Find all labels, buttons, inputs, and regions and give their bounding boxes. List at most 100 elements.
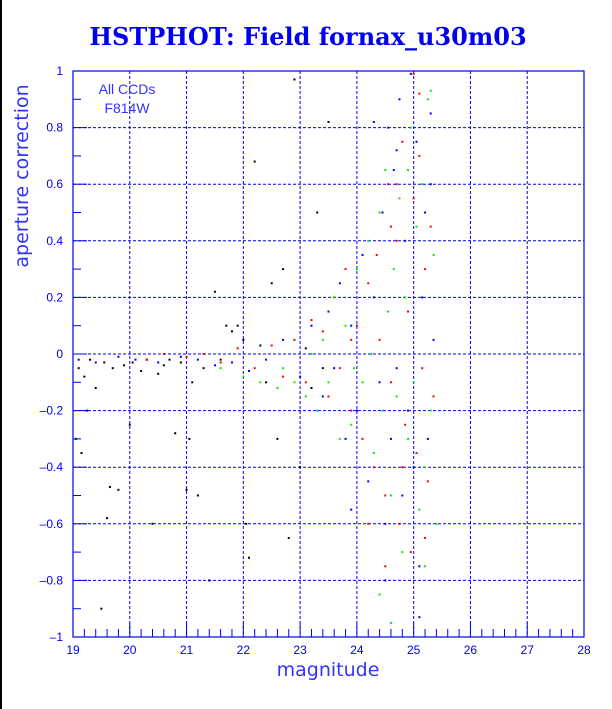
data-point-green xyxy=(338,437,341,440)
y-tick-label: 0.2 xyxy=(46,290,63,304)
data-point-green xyxy=(378,211,381,214)
data-point-green xyxy=(355,268,358,271)
data-point-black xyxy=(270,282,273,285)
data-point-red xyxy=(389,381,392,384)
data-point-black xyxy=(202,367,205,370)
data-point-black xyxy=(245,522,248,525)
data-point-blue xyxy=(395,149,398,152)
chart-title: HSTPHOT: Field fornax_u30m03 xyxy=(89,22,527,51)
data-point-green xyxy=(418,508,421,511)
data-point-blue xyxy=(350,508,353,511)
data-point-blue xyxy=(401,494,404,497)
data-point-blue xyxy=(157,361,160,364)
data-point-green xyxy=(398,197,401,200)
grid-lines xyxy=(73,71,584,637)
data-point-green xyxy=(432,253,435,256)
y-tick-label: 1 xyxy=(56,64,63,78)
data-point-red xyxy=(384,494,387,497)
data-point-red xyxy=(338,367,341,370)
data-point-black xyxy=(316,211,319,214)
data-point-black xyxy=(208,579,211,582)
data-point-black xyxy=(111,367,114,370)
data-point-blue xyxy=(117,355,120,358)
data-point-red xyxy=(406,310,409,313)
data-point-green xyxy=(321,338,324,341)
data-point-blue xyxy=(384,579,387,582)
y-tick-label: 0.8 xyxy=(46,121,63,135)
data-point-black xyxy=(140,369,143,372)
x-axis-label: magnitude xyxy=(277,659,380,681)
x-tick-label: 25 xyxy=(407,643,421,657)
data-point-black xyxy=(106,517,109,520)
data-point-red xyxy=(395,183,398,186)
data-point-green xyxy=(316,409,319,412)
data-point-blue xyxy=(429,112,432,115)
data-point-green xyxy=(429,89,432,92)
x-tick-label: 26 xyxy=(464,643,478,657)
data-point-green xyxy=(415,225,418,228)
data-point-blue xyxy=(395,367,398,370)
data-point-black xyxy=(162,364,165,367)
data-point-red xyxy=(424,268,427,271)
y-tick-label: –0.6 xyxy=(40,517,64,531)
data-point-green xyxy=(424,466,427,469)
y-tick-label: –1 xyxy=(50,630,64,644)
data-point-blue xyxy=(230,361,233,364)
data-point-blue xyxy=(378,381,381,384)
data-point-green xyxy=(333,296,336,299)
y-tick-label: –0.4 xyxy=(40,460,64,474)
data-point-red xyxy=(361,437,364,440)
data-point-red xyxy=(321,330,324,333)
data-point-red xyxy=(389,225,392,228)
data-point-red xyxy=(367,282,370,285)
data-point-blue xyxy=(350,324,353,327)
data-point-black xyxy=(151,522,154,525)
data-point-blue xyxy=(338,282,341,285)
data-point-black xyxy=(327,120,330,123)
data-point-blue xyxy=(404,239,407,242)
data-point-green xyxy=(426,98,429,101)
annotation-filter: F814W xyxy=(104,100,150,116)
data-point-blue xyxy=(265,358,268,361)
data-point-blue xyxy=(213,364,216,367)
data-point-green xyxy=(242,375,245,378)
data-point-green xyxy=(406,437,409,440)
data-point-blue xyxy=(432,338,435,341)
data-point-green xyxy=(304,395,307,398)
data-point-red xyxy=(282,375,285,378)
data-point-red xyxy=(202,353,205,355)
data-point-blue xyxy=(333,367,336,370)
data-point-blue xyxy=(361,253,364,256)
data-point-black xyxy=(157,372,160,375)
data-point-green xyxy=(389,621,392,624)
data-point-black xyxy=(219,358,222,361)
data-point-red xyxy=(355,324,358,327)
data-point-black xyxy=(265,381,268,384)
data-point-red xyxy=(253,367,256,370)
data-point-blue xyxy=(384,522,387,525)
data-point-green xyxy=(276,386,279,389)
data-point-red xyxy=(424,536,427,539)
data-point-red xyxy=(378,338,381,341)
x-tick-label: 24 xyxy=(350,643,364,657)
data-point-green xyxy=(424,565,427,568)
data-point-black xyxy=(242,338,245,341)
data-point-blue xyxy=(418,565,421,568)
data-point-blue xyxy=(310,324,313,327)
y-tick-label: 0 xyxy=(56,347,63,361)
data-point-red xyxy=(401,466,404,469)
data-point-blue xyxy=(421,296,424,299)
data-point-blue xyxy=(412,466,415,469)
data-point-red xyxy=(418,154,421,157)
data-point-blue xyxy=(196,358,199,361)
data-point-blue xyxy=(248,369,251,372)
data-point-black xyxy=(248,556,251,559)
data-point-red xyxy=(350,409,353,412)
data-point-green xyxy=(282,367,285,370)
data-point-red xyxy=(344,268,347,271)
data-point-red xyxy=(236,347,239,350)
data-point-blue xyxy=(392,169,395,172)
data-point-red xyxy=(185,355,188,358)
data-point-blue xyxy=(355,409,358,412)
data-point-green xyxy=(384,169,387,172)
